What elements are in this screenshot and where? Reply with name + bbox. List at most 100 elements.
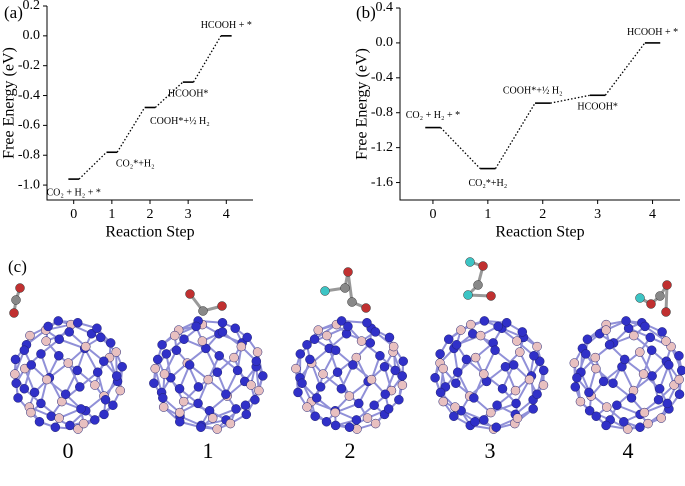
atom <box>463 290 473 300</box>
atom <box>643 418 653 429</box>
atom <box>466 319 476 330</box>
x-axis-title: Reaction Step <box>495 224 584 241</box>
atom <box>435 349 445 359</box>
atom <box>398 356 408 366</box>
atom <box>78 418 89 429</box>
atom <box>490 345 500 355</box>
atom <box>336 316 347 326</box>
x-tick-label: 0 <box>429 207 436 222</box>
y-tick-label: -1.0 <box>18 177 40 192</box>
atom <box>214 351 225 361</box>
atom <box>111 347 121 357</box>
atom <box>591 363 601 374</box>
atom <box>320 286 330 296</box>
state-label: HCOOH + * <box>201 20 252 31</box>
atom <box>297 378 307 388</box>
atom <box>645 332 656 343</box>
atom <box>510 385 521 396</box>
atom <box>601 325 611 335</box>
atom <box>54 351 64 361</box>
atom <box>379 362 390 372</box>
atom <box>217 301 227 311</box>
atom <box>365 338 376 348</box>
atom <box>178 396 189 407</box>
atom <box>639 407 650 418</box>
connector <box>604 42 646 96</box>
atom <box>76 404 86 414</box>
atom <box>72 318 83 328</box>
atom <box>111 371 122 381</box>
atom <box>470 417 480 427</box>
atom <box>538 365 549 376</box>
atom <box>449 411 459 421</box>
atom <box>246 380 256 390</box>
atom <box>11 378 21 388</box>
atom <box>674 389 685 399</box>
atom <box>236 341 247 352</box>
axis-frame <box>399 8 680 201</box>
atom <box>674 374 684 385</box>
atom <box>46 411 56 421</box>
atom <box>54 334 64 344</box>
y-tick-label: -0.8 <box>18 147 40 162</box>
y-tick-label: -0.4 <box>371 70 393 85</box>
state-label: HCOOH* <box>577 102 618 113</box>
atom <box>375 351 385 361</box>
atom <box>575 396 586 407</box>
atom <box>532 389 542 399</box>
state-label: COOH*+½ H₂ <box>150 116 210 127</box>
atom <box>50 422 61 432</box>
y-tick-label: -0.8 <box>371 105 393 120</box>
atom <box>348 360 358 370</box>
atom <box>26 360 37 370</box>
atom <box>9 308 19 318</box>
y-tick-label: 0.0 <box>23 28 41 43</box>
atom <box>479 415 489 425</box>
atom <box>340 283 350 293</box>
connector <box>440 127 481 170</box>
atom <box>95 332 106 343</box>
atom <box>397 380 408 390</box>
atom <box>60 389 71 399</box>
atom <box>302 402 312 412</box>
atom <box>230 323 240 333</box>
connector <box>116 107 146 153</box>
x-tick-label: 3 <box>594 207 601 222</box>
atom <box>515 347 525 357</box>
atom <box>10 369 20 379</box>
panel-label: (b) <box>356 3 376 22</box>
atom <box>635 347 645 357</box>
state-label: COOH*+½ H₂ <box>503 85 563 96</box>
atom <box>662 280 672 290</box>
atom <box>456 325 466 335</box>
atom <box>362 318 372 328</box>
atom <box>438 363 448 374</box>
x-tick-label: 0 <box>70 207 77 222</box>
atom <box>581 349 591 359</box>
atom <box>212 424 222 434</box>
atom <box>517 327 528 337</box>
atom <box>465 257 475 267</box>
atom <box>654 384 665 394</box>
atom <box>193 382 204 392</box>
atom <box>313 325 324 335</box>
atom <box>388 341 399 352</box>
atom <box>150 363 160 374</box>
atom <box>115 385 126 396</box>
atom <box>629 330 639 341</box>
atom <box>344 391 355 401</box>
atom <box>252 347 263 357</box>
atom <box>207 413 218 423</box>
atom <box>170 330 180 341</box>
atom <box>92 367 103 377</box>
atom <box>590 352 601 363</box>
atom <box>117 362 127 372</box>
atom <box>322 330 332 341</box>
atom <box>370 418 381 429</box>
atom <box>198 306 208 316</box>
atom <box>43 321 53 332</box>
bond <box>346 271 354 303</box>
atom <box>15 283 25 293</box>
structure-label: 4 <box>623 438 634 463</box>
atom <box>501 318 512 328</box>
